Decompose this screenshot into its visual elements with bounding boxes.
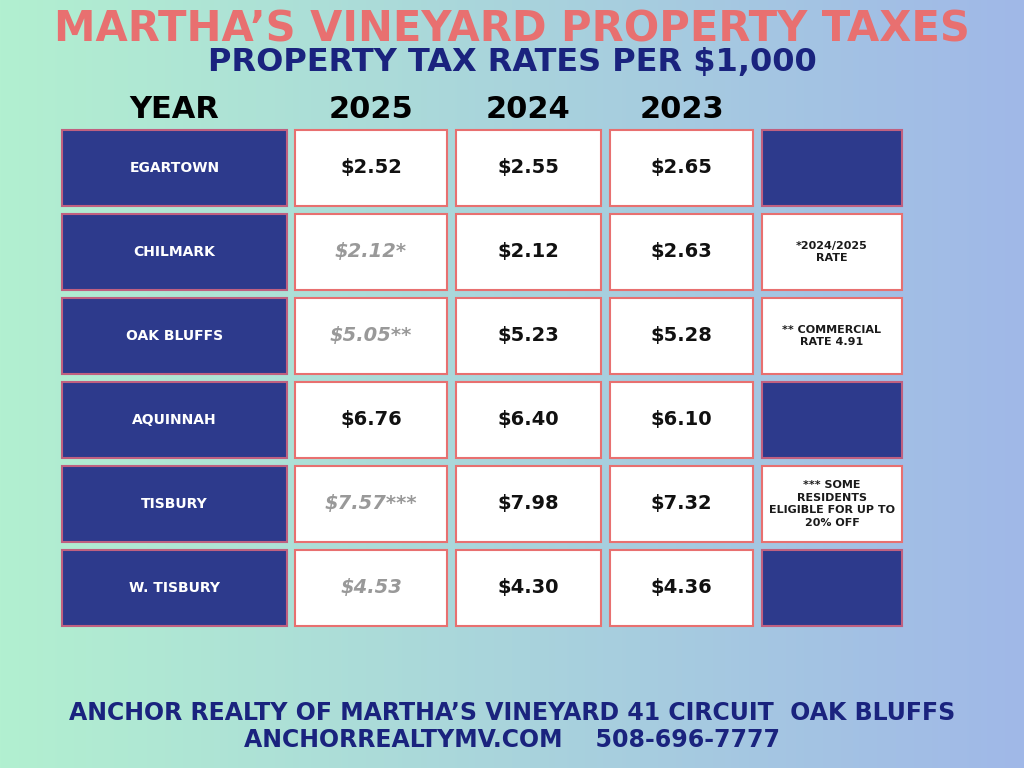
Text: $6.76: $6.76: [340, 411, 401, 429]
FancyBboxPatch shape: [62, 130, 287, 206]
FancyBboxPatch shape: [295, 466, 447, 542]
FancyBboxPatch shape: [295, 298, 447, 374]
Text: $2.12*: $2.12*: [335, 243, 408, 261]
Text: $7.98: $7.98: [498, 495, 559, 514]
Text: 2025: 2025: [329, 95, 414, 124]
FancyBboxPatch shape: [456, 382, 601, 458]
Text: $5.05**: $5.05**: [330, 326, 413, 346]
FancyBboxPatch shape: [295, 550, 447, 626]
Text: $5.23: $5.23: [498, 326, 559, 346]
Text: *2024/2025
RATE: *2024/2025 RATE: [796, 241, 868, 263]
Text: W. TISBURY: W. TISBURY: [129, 581, 220, 595]
Text: $2.55: $2.55: [498, 158, 559, 177]
Text: $4.30: $4.30: [498, 578, 559, 598]
FancyBboxPatch shape: [62, 298, 287, 374]
FancyBboxPatch shape: [295, 214, 447, 290]
Text: $7.57***: $7.57***: [325, 495, 418, 514]
FancyBboxPatch shape: [610, 130, 753, 206]
FancyBboxPatch shape: [62, 466, 287, 542]
Text: *** SOME
RESIDENTS
ELIGIBLE FOR UP TO
20% OFF: *** SOME RESIDENTS ELIGIBLE FOR UP TO 20…: [769, 481, 895, 528]
FancyBboxPatch shape: [762, 466, 902, 542]
FancyBboxPatch shape: [456, 298, 601, 374]
Text: $2.63: $2.63: [650, 243, 713, 261]
FancyBboxPatch shape: [62, 550, 287, 626]
FancyBboxPatch shape: [456, 466, 601, 542]
FancyBboxPatch shape: [610, 466, 753, 542]
Text: ANCHOR REALTY OF MARTHA’S VINEYARD 41 CIRCUIT  OAK BLUFFS: ANCHOR REALTY OF MARTHA’S VINEYARD 41 CI…: [69, 701, 955, 725]
Text: YEAR: YEAR: [130, 95, 219, 124]
Text: $4.36: $4.36: [650, 578, 713, 598]
FancyBboxPatch shape: [456, 214, 601, 290]
FancyBboxPatch shape: [62, 214, 287, 290]
Text: 2023: 2023: [639, 95, 724, 124]
Text: TISBURY: TISBURY: [141, 497, 208, 511]
FancyBboxPatch shape: [62, 382, 287, 458]
FancyBboxPatch shape: [762, 550, 902, 626]
Text: $4.53: $4.53: [340, 578, 402, 598]
FancyBboxPatch shape: [762, 214, 902, 290]
Text: $2.12: $2.12: [498, 243, 559, 261]
Text: $7.32: $7.32: [650, 495, 713, 514]
FancyBboxPatch shape: [610, 214, 753, 290]
Text: OAK BLUFFS: OAK BLUFFS: [126, 329, 223, 343]
FancyBboxPatch shape: [456, 130, 601, 206]
Text: $2.52: $2.52: [340, 158, 402, 177]
Text: AQUINNAH: AQUINNAH: [132, 413, 217, 427]
Text: ** COMMERCIAL
RATE 4.91: ** COMMERCIAL RATE 4.91: [782, 325, 882, 347]
Text: $5.28: $5.28: [650, 326, 713, 346]
FancyBboxPatch shape: [295, 382, 447, 458]
FancyBboxPatch shape: [762, 382, 902, 458]
FancyBboxPatch shape: [610, 550, 753, 626]
FancyBboxPatch shape: [456, 550, 601, 626]
Text: CHILMARK: CHILMARK: [133, 245, 215, 259]
FancyBboxPatch shape: [762, 130, 902, 206]
Text: EGARTOWN: EGARTOWN: [129, 161, 219, 175]
Text: MARTHA’S VINEYARD PROPERTY TAXES: MARTHA’S VINEYARD PROPERTY TAXES: [54, 9, 970, 51]
FancyBboxPatch shape: [610, 298, 753, 374]
FancyBboxPatch shape: [610, 382, 753, 458]
Text: ANCHORREALTYMV.COM    508-696-7777: ANCHORREALTYMV.COM 508-696-7777: [244, 728, 780, 752]
Text: $2.65: $2.65: [650, 158, 713, 177]
Text: 2024: 2024: [486, 95, 570, 124]
Text: $6.10: $6.10: [650, 411, 713, 429]
FancyBboxPatch shape: [295, 130, 447, 206]
Text: $6.40: $6.40: [498, 411, 559, 429]
FancyBboxPatch shape: [762, 298, 902, 374]
Text: PROPERTY TAX RATES PER $1,000: PROPERTY TAX RATES PER $1,000: [208, 47, 816, 78]
